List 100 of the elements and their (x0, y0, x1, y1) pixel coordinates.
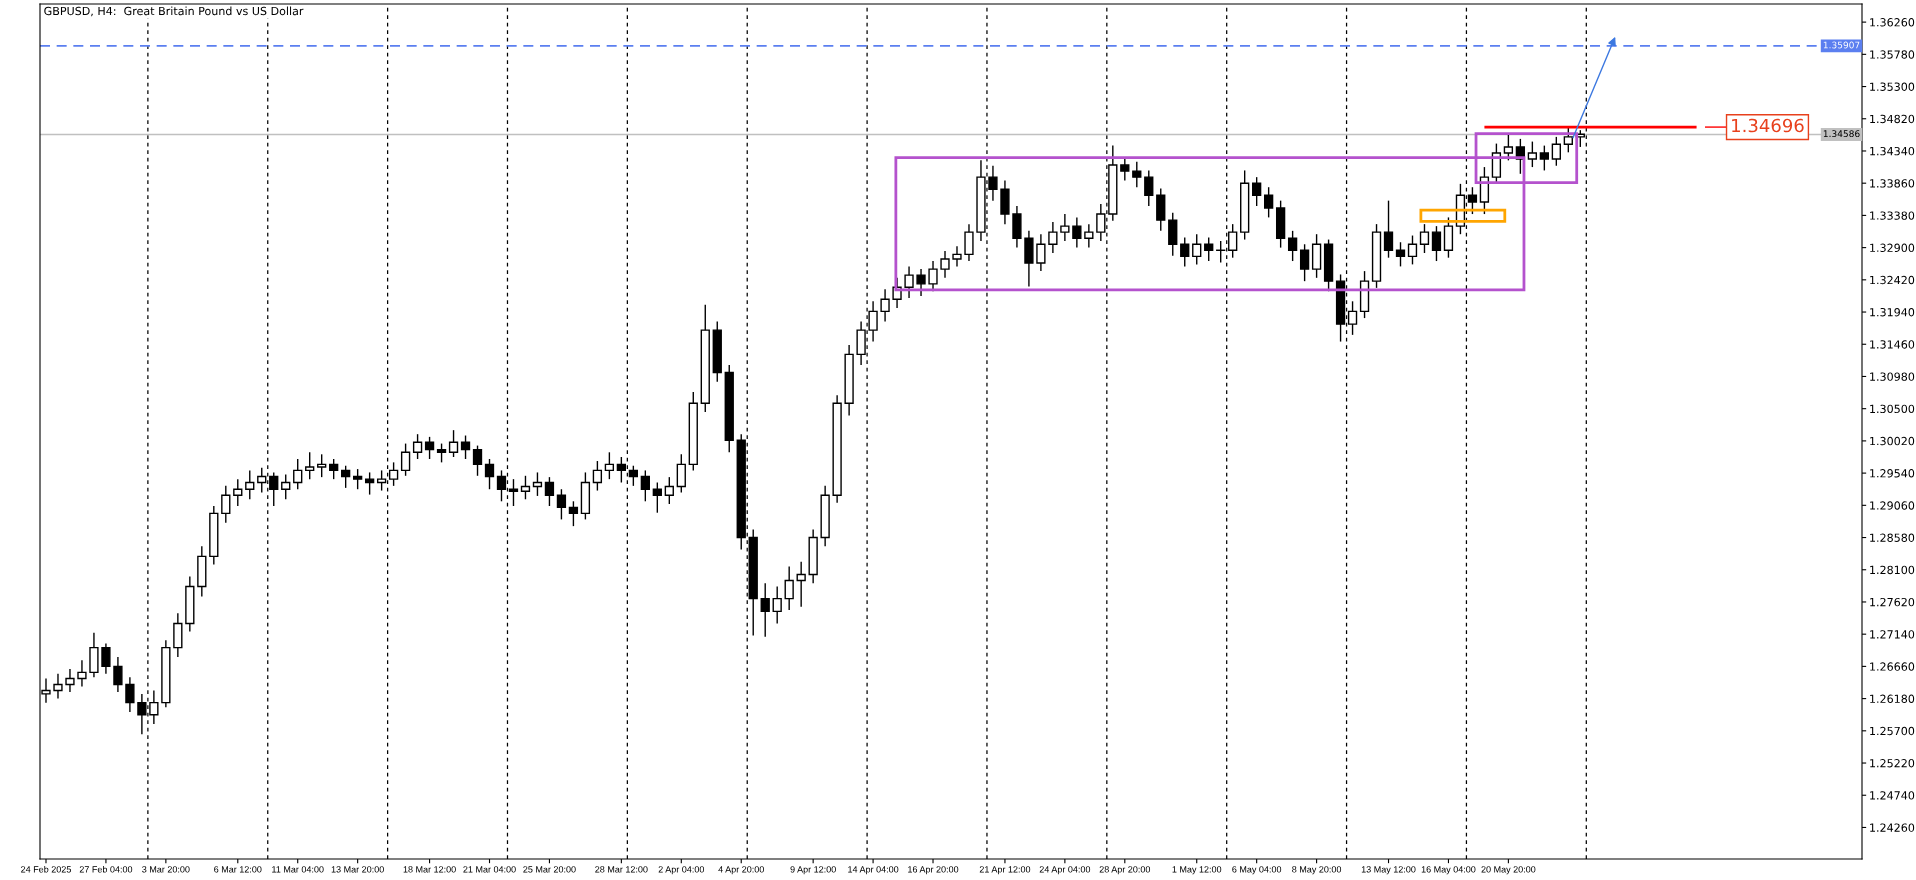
candlestick (364, 471, 375, 496)
candlestick (640, 469, 650, 502)
candlestick (448, 429, 459, 458)
candlestick (77, 659, 87, 688)
candlestick (664, 476, 674, 505)
candlestick (592, 460, 603, 492)
x-tick-label: 24 Feb 2025 (21, 865, 71, 873)
candlestick (1192, 233, 1202, 266)
y-tick-label: 1.34820 (1870, 114, 1915, 124)
candlestick (484, 458, 495, 490)
y-tick-label: 1.35300 (1870, 82, 1915, 91)
candlestick (305, 451, 315, 480)
candlestick (604, 451, 615, 480)
candlestick (1084, 223, 1094, 249)
candlestick (1539, 144, 1549, 172)
candlestick (1132, 161, 1142, 188)
x-tick-label: 25 Mar 20:00 (523, 866, 576, 873)
y-tick-label: 1.30020 (1870, 436, 1915, 446)
candlestick (281, 473, 291, 500)
candlestick (317, 453, 327, 478)
y-tick-label: 1.24740 (1870, 791, 1915, 800)
y-tick-label: 1.29060 (1870, 501, 1915, 510)
y-tick-label: 1.25220 (1870, 759, 1915, 768)
candlestick (472, 444, 483, 477)
x-tick-label: 14 Apr 04:00 (848, 866, 899, 875)
y-tick-label: 1.33380 (1870, 211, 1915, 220)
x-tick-label: 2 Apr 04:00 (658, 866, 705, 875)
candlestick (676, 453, 686, 494)
candlestick (940, 250, 950, 279)
y-tick-label: 1.24260 (1870, 823, 1915, 832)
candlestick (101, 642, 111, 675)
candlestick (400, 442, 411, 477)
x-tick-label: 4 Apr 20:00 (718, 866, 764, 875)
y-tick-label: 1.34340 (1870, 146, 1915, 156)
candlestick (436, 442, 447, 464)
candlestick (221, 485, 231, 524)
y-tick-label: 1.36260 (1870, 18, 1915, 27)
y-tick-label: 1.29540 (1870, 469, 1915, 478)
candlestick (329, 458, 339, 480)
candlestick (1551, 136, 1561, 167)
y-tick-label: 1.26660 (1870, 662, 1915, 671)
x-tick-label: 24 Apr 04:00 (1039, 866, 1091, 875)
candlestick (245, 469, 255, 500)
candlestick (1395, 241, 1406, 268)
x-tick-label: 6 Mar 12:00 (214, 866, 262, 873)
candlestick (796, 561, 806, 608)
candlestick (1503, 132, 1514, 162)
candlestick (412, 433, 423, 460)
candlestick (1036, 233, 1046, 272)
candlestick (784, 565, 794, 611)
ref-line-label: 1.34586 (1823, 130, 1860, 138)
y-tick-label: 1.31460 (1870, 340, 1915, 349)
candlestick (904, 265, 914, 299)
candlestick (341, 465, 351, 489)
x-tick-label: 28 Apr 20:00 (1099, 866, 1151, 875)
candlestick (1299, 243, 1310, 282)
x-tick-label: 9 Apr 12:00 (790, 866, 836, 875)
candlestick (1383, 199, 1394, 259)
candlestick (1120, 156, 1130, 182)
candlestick (520, 475, 531, 500)
y-tick-label: 1.33860 (1870, 179, 1915, 188)
candlestick (1180, 236, 1190, 268)
candlestick (760, 582, 770, 638)
x-tick-label: 21 Mar 04:00 (463, 866, 516, 873)
candlestick (113, 656, 123, 693)
candlestick (1204, 236, 1214, 262)
y-tick-label: 1.28580 (1870, 533, 1915, 542)
chart-title: GBPUSD, H4: Great Britain Pound vs US Dollar (44, 6, 304, 17)
x-tick-label: 13 May 12:00 (1361, 866, 1416, 875)
candlestick (1048, 221, 1058, 254)
x-tick-label: 28 Mar 12:00 (595, 866, 648, 873)
candlestick (1419, 223, 1430, 254)
candlestick (1144, 169, 1154, 207)
candlestick (233, 478, 243, 507)
candlestick (424, 436, 435, 460)
candlestick (1431, 225, 1442, 262)
y-tick-label: 1.27140 (1870, 630, 1915, 639)
x-tick-label: 27 Feb 04:00 (79, 865, 133, 873)
candlestick (652, 481, 662, 514)
candlestick (544, 476, 555, 507)
ref-line-label: 1.35907 (1823, 41, 1860, 49)
candlestick (1060, 213, 1070, 242)
candlestick (1287, 230, 1298, 262)
candlestick (964, 223, 974, 262)
y-tick-label: 1.32420 (1870, 275, 1915, 285)
candlestick (1252, 176, 1262, 207)
candlestick (772, 585, 782, 625)
candlestick (293, 458, 303, 490)
candlestick (125, 676, 135, 713)
candlestick (880, 288, 890, 323)
candlestick (928, 260, 938, 292)
y-tick-label: 1.35780 (1870, 50, 1915, 59)
x-tick-label: 3 Mar 20:00 (142, 866, 190, 873)
candlestick (916, 268, 926, 297)
candlestick (556, 488, 567, 521)
x-tick-label: 11 Mar 04:00 (272, 866, 324, 873)
candlestick (53, 673, 63, 700)
candlestick (1563, 126, 1573, 154)
x-tick-label: 16 May 04:00 (1421, 866, 1476, 875)
ref-line-label: 1.34696 (1732, 118, 1804, 133)
